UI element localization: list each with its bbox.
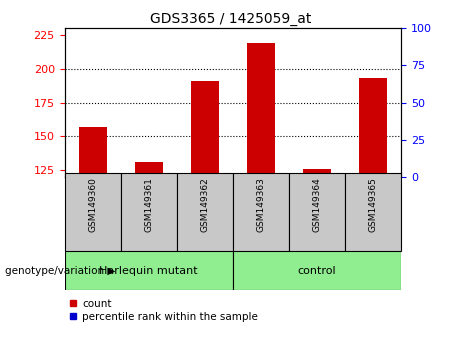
Bar <box>121 173 177 251</box>
Text: Harlequin mutant: Harlequin mutant <box>100 266 198 276</box>
Bar <box>289 173 345 251</box>
Bar <box>247 43 275 177</box>
Text: genotype/variation ▶: genotype/variation ▶ <box>5 266 115 276</box>
Bar <box>177 173 233 251</box>
Bar <box>345 173 401 251</box>
Bar <box>65 251 233 290</box>
Bar <box>303 169 331 177</box>
Text: GSM149365: GSM149365 <box>368 177 378 232</box>
Text: GSM149360: GSM149360 <box>88 177 97 232</box>
Bar <box>78 127 106 177</box>
Text: GSM149362: GSM149362 <box>200 177 209 232</box>
Bar <box>191 81 219 177</box>
Bar <box>359 78 387 177</box>
Bar <box>65 173 121 251</box>
Legend: count, percentile rank within the sample: count, percentile rank within the sample <box>70 299 258 322</box>
Text: GDS3365 / 1425059_at: GDS3365 / 1425059_at <box>150 12 311 27</box>
Text: GSM149363: GSM149363 <box>256 177 266 232</box>
Bar <box>233 173 289 251</box>
Text: GSM149361: GSM149361 <box>144 177 153 232</box>
Text: GSM149364: GSM149364 <box>313 177 321 232</box>
Text: control: control <box>298 266 336 276</box>
Bar <box>135 162 163 177</box>
Bar <box>233 251 401 290</box>
